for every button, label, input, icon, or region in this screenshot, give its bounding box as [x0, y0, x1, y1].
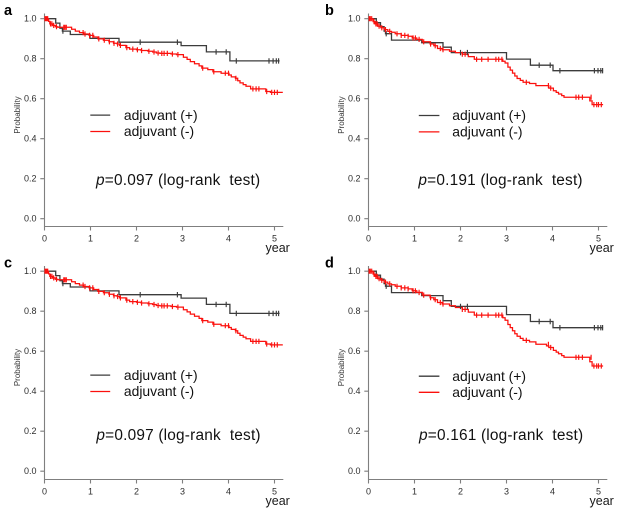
svg-text:0.6: 0.6 [24, 94, 37, 104]
svg-text:0.2: 0.2 [24, 174, 37, 184]
svg-text:1: 1 [88, 233, 93, 243]
svg-text:2: 2 [458, 486, 463, 496]
svg-text:1.0: 1.0 [348, 14, 361, 24]
svg-text:0.8: 0.8 [348, 54, 361, 64]
svg-text:0.0: 0.0 [348, 466, 361, 476]
svg-text:4: 4 [550, 233, 555, 243]
svg-text:year: year [266, 241, 290, 255]
svg-text:adjuvant (-): adjuvant (-) [124, 383, 194, 399]
svg-text:0.4: 0.4 [24, 134, 37, 144]
svg-text:c: c [4, 256, 12, 272]
svg-text:Probability: Probability [337, 96, 346, 133]
svg-text:adjuvant (+): adjuvant (+) [124, 107, 198, 123]
svg-text:2: 2 [134, 233, 139, 243]
svg-text:0.8: 0.8 [348, 306, 361, 316]
svg-text:4: 4 [226, 233, 231, 243]
svg-text:0.8: 0.8 [24, 54, 37, 64]
svg-text:year: year [266, 494, 290, 508]
svg-text:0.2: 0.2 [348, 426, 361, 436]
svg-text:3: 3 [180, 233, 185, 243]
svg-text:3: 3 [504, 233, 509, 243]
svg-text:1: 1 [412, 233, 417, 243]
svg-text:2: 2 [458, 233, 463, 243]
svg-text:0.0: 0.0 [24, 214, 37, 224]
svg-text:0.4: 0.4 [348, 134, 361, 144]
svg-text:0.0: 0.0 [24, 466, 37, 476]
svg-text:1: 1 [412, 486, 417, 496]
svg-text:adjuvant (-): adjuvant (-) [452, 384, 522, 400]
svg-text:b: b [325, 3, 334, 19]
svg-text:Probability: Probability [13, 349, 22, 386]
svg-text:5: 5 [272, 233, 277, 243]
svg-text:year: year [590, 241, 614, 255]
svg-text:0.2: 0.2 [348, 174, 361, 184]
svg-text:0.6: 0.6 [348, 94, 361, 104]
svg-text:0.4: 0.4 [348, 386, 361, 396]
svg-text:p=0.097 (log-rank test): p=0.097 (log-rank test) [95, 427, 260, 444]
svg-text:0.4: 0.4 [24, 386, 37, 396]
svg-text:p=0.161 (log-rank test): p=0.161 (log-rank test) [418, 427, 583, 444]
svg-text:1.0: 1.0 [348, 266, 361, 276]
svg-text:0.6: 0.6 [24, 346, 37, 356]
svg-text:1: 1 [88, 486, 93, 496]
svg-text:0: 0 [366, 486, 371, 496]
svg-text:a: a [4, 3, 13, 19]
svg-text:year: year [590, 494, 614, 508]
svg-text:3: 3 [180, 486, 185, 496]
svg-text:5: 5 [596, 486, 601, 496]
svg-text:5: 5 [596, 233, 601, 243]
svg-text:adjuvant (+): adjuvant (+) [452, 107, 526, 123]
svg-text:adjuvant (+): adjuvant (+) [452, 368, 526, 384]
svg-text:1.0: 1.0 [24, 14, 37, 24]
svg-text:2: 2 [134, 486, 139, 496]
svg-text:5: 5 [272, 486, 277, 496]
svg-text:p=0.097 (log-rank test): p=0.097 (log-rank test) [95, 172, 260, 189]
svg-text:adjuvant (+): adjuvant (+) [124, 367, 198, 383]
svg-text:4: 4 [550, 486, 555, 496]
svg-text:1.0: 1.0 [24, 266, 37, 276]
svg-text:0: 0 [366, 233, 371, 243]
svg-text:Probability: Probability [13, 96, 22, 133]
svg-text:3: 3 [504, 486, 509, 496]
svg-text:Probability: Probability [337, 349, 346, 386]
svg-text:0.0: 0.0 [348, 214, 361, 224]
svg-text:d: d [325, 256, 334, 272]
svg-text:4: 4 [226, 486, 231, 496]
svg-text:adjuvant (-): adjuvant (-) [124, 123, 194, 139]
svg-text:0: 0 [42, 486, 47, 496]
svg-text:0.6: 0.6 [348, 346, 361, 356]
svg-text:0: 0 [42, 233, 47, 243]
svg-text:0.8: 0.8 [24, 306, 37, 316]
svg-text:p=0.191 (log-rank test): p=0.191 (log-rank test) [417, 172, 582, 189]
svg-text:0.2: 0.2 [24, 426, 37, 436]
svg-text:adjuvant (-): adjuvant (-) [452, 124, 522, 140]
